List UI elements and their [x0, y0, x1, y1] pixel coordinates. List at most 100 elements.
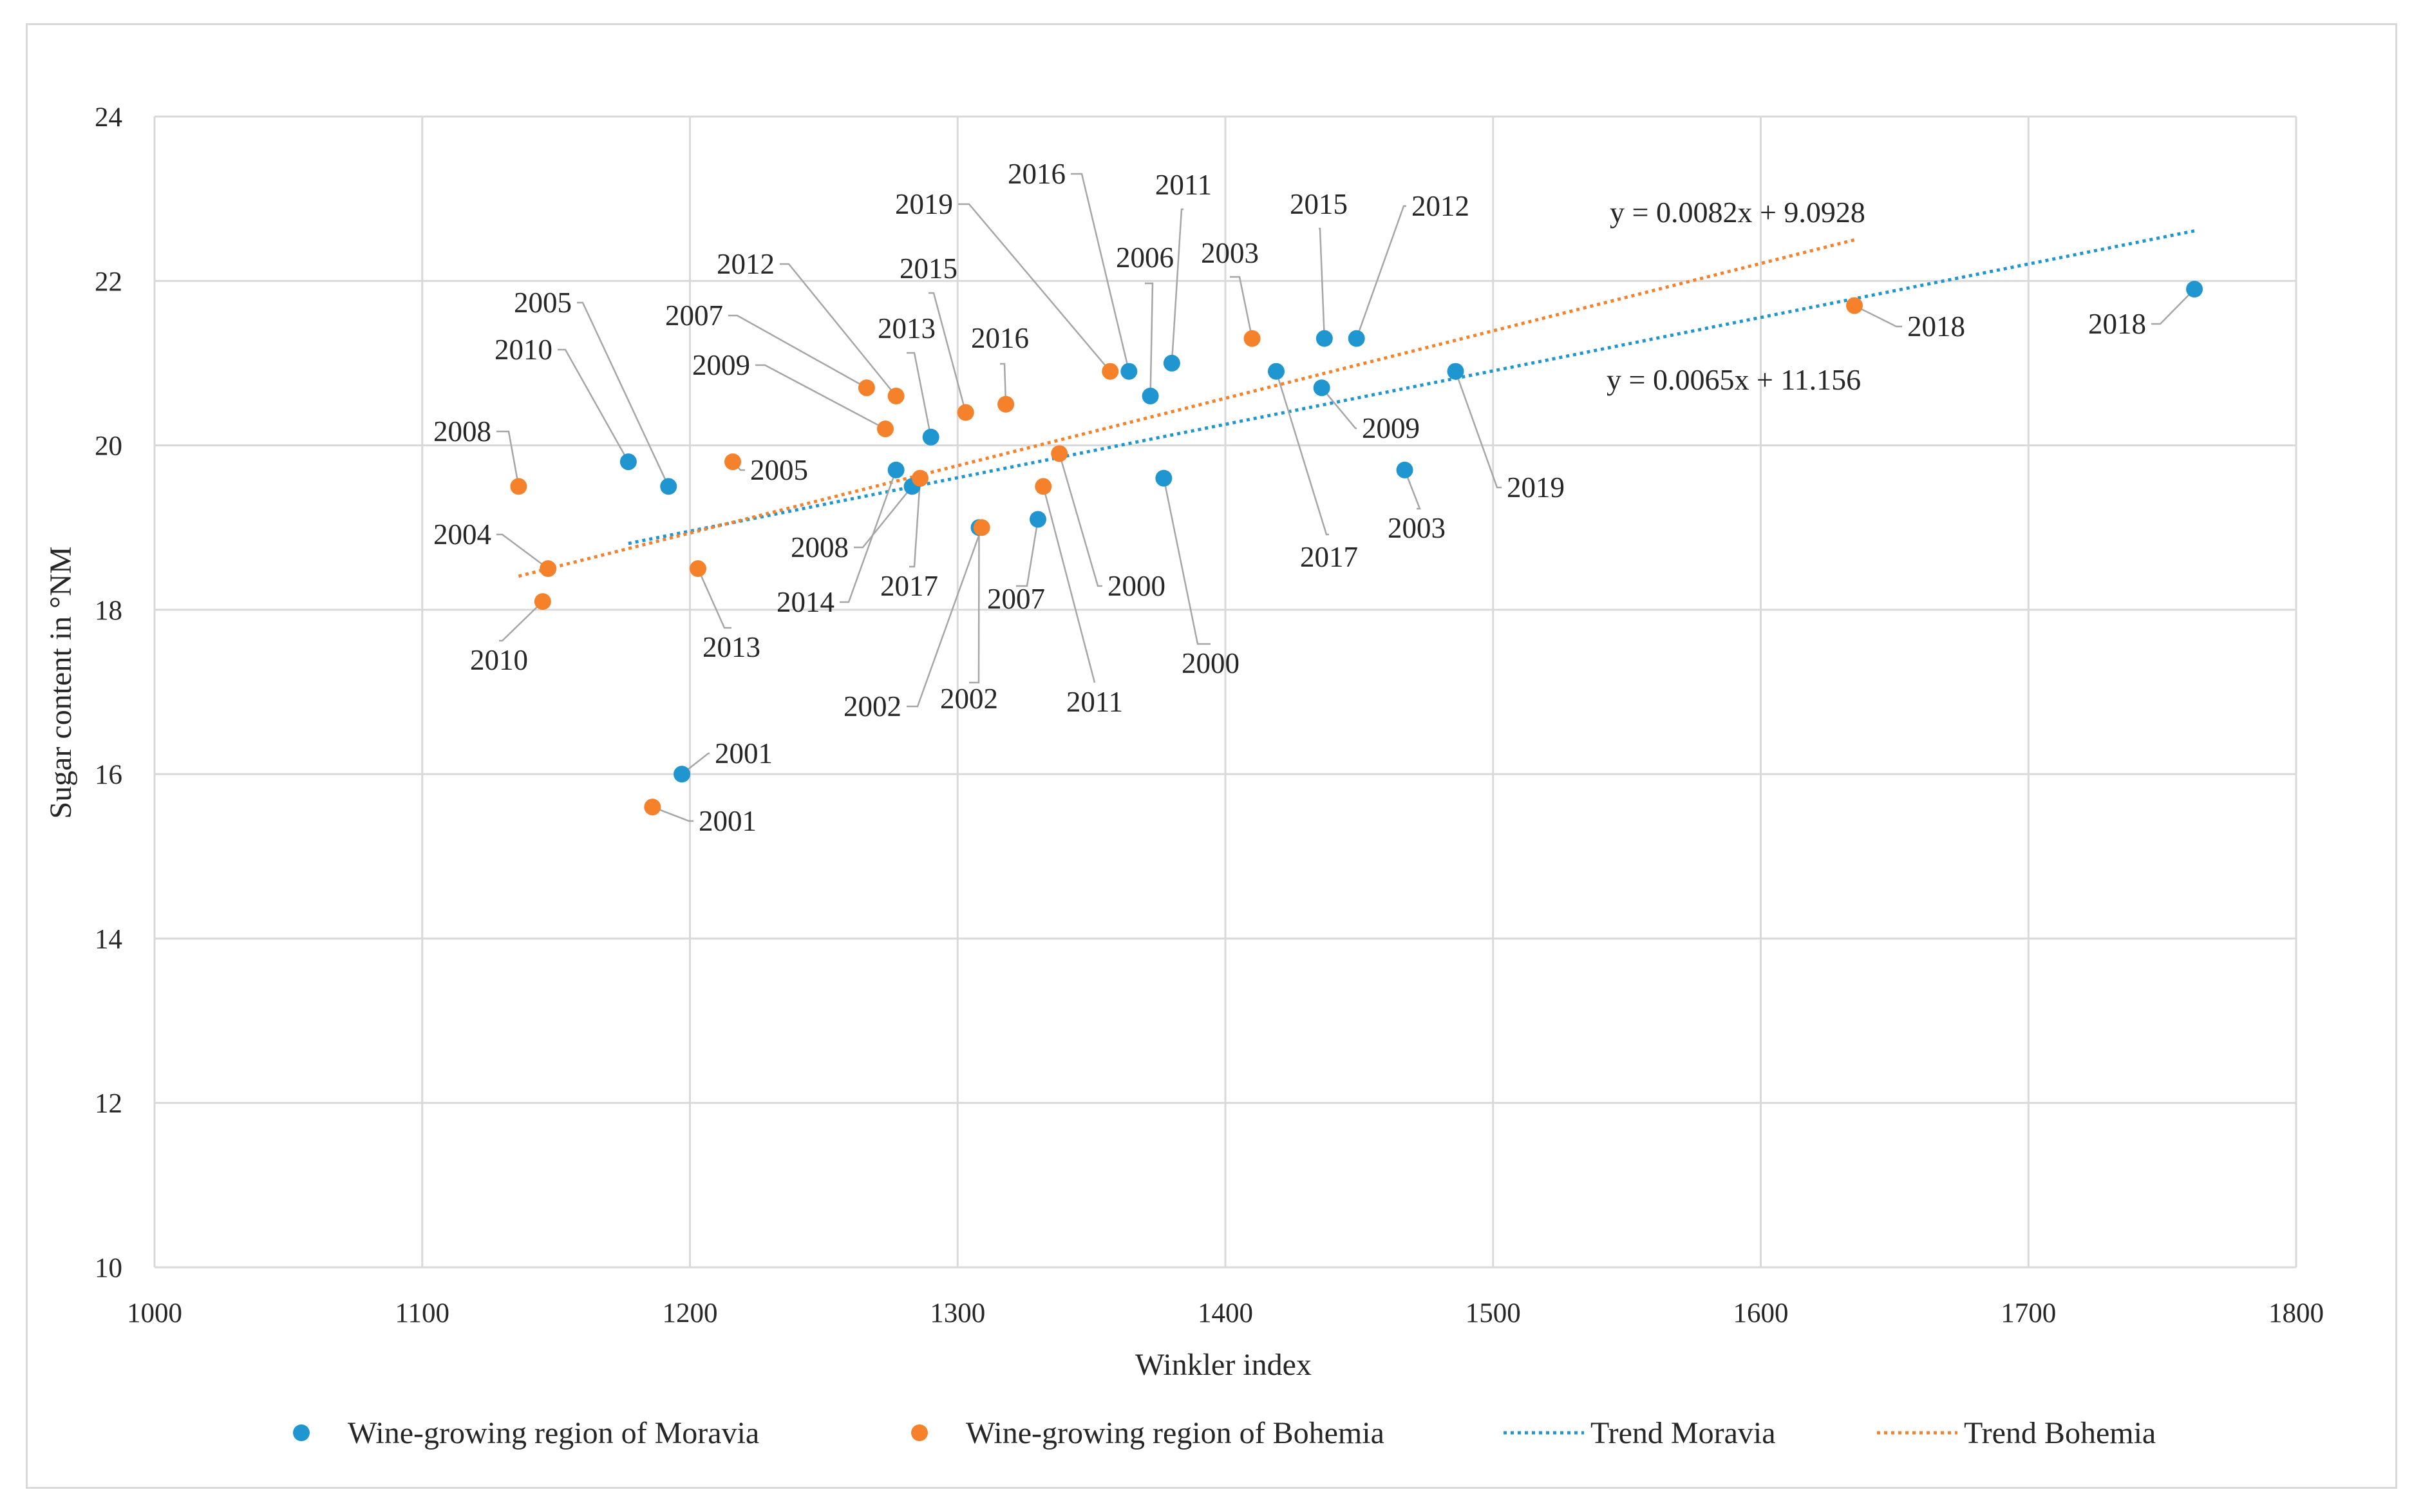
- trendline-bohemia: [518, 238, 1855, 578]
- y-tick-label: 22: [95, 267, 122, 297]
- x-tick-label: 1300: [930, 1298, 985, 1328]
- bohemia-label-leader: [1042, 486, 1096, 683]
- bohemia-data-point: [1035, 478, 1052, 495]
- x-tick-label: 1700: [2001, 1298, 2056, 1328]
- bohemia-label-leader: [1059, 453, 1102, 587]
- moravia-label-leader: [1016, 519, 1039, 587]
- bohemia-data-point: [534, 593, 551, 610]
- bohemia-label-leader: [496, 430, 520, 487]
- x-tick-label: 1000: [127, 1298, 182, 1328]
- y-tick-label: 20: [95, 431, 122, 462]
- moravia-point-label: 2011: [1155, 169, 1212, 201]
- trend-equations: y = 0.0065x + 11.156 y = 0.0082x + 9.0928: [1607, 196, 1865, 396]
- point-labels: 2000 2001 2002 2003 2005 2006 2007 2008 2009 2010…: [433, 158, 2146, 837]
- bohemia-label-leader: [697, 568, 731, 629]
- bohemia-data-point: [887, 387, 905, 404]
- x-tick-label: 1500: [1466, 1298, 1521, 1328]
- bohemia-data-point: [957, 404, 974, 421]
- moravia-label-leader: [1071, 173, 1130, 372]
- bohemia-label-leader: [780, 263, 897, 397]
- moravia-label-leader: [1319, 227, 1326, 339]
- legend-bohemia: Wine-growing region of Bohemia: [911, 1416, 1384, 1450]
- bohemia-data-point: [858, 379, 875, 397]
- moravia-data-point: [1029, 511, 1046, 528]
- moravia-point-label: 2002: [940, 683, 998, 715]
- bohemia-label-leader: [929, 292, 966, 413]
- moravia-label-leader: [1321, 387, 1357, 430]
- bohemia-point-label: 2001: [699, 805, 757, 837]
- bohemia-label-leader: [1854, 305, 1902, 328]
- moravia-data-point: [619, 453, 637, 471]
- bohemia-label-leader: [907, 527, 983, 708]
- moravia-label-leader: [1355, 205, 1406, 339]
- moravia-data-point: [1348, 330, 1365, 347]
- trendlines: [518, 229, 2195, 578]
- moravia-point-label: 2007: [987, 583, 1045, 615]
- moravia-label-leader: [969, 527, 980, 684]
- bohemia-point-label: 2018: [1907, 310, 1965, 343]
- moravia-label-leader: [1275, 371, 1329, 536]
- chart-frame: [26, 23, 2397, 1489]
- moravia-point-label: 2017: [1300, 541, 1358, 573]
- moravia-data-point: [2186, 281, 2203, 298]
- moravia-point-label: 2018: [2088, 308, 2146, 340]
- x-tick-label: 1400: [1198, 1298, 1253, 1328]
- moravia-point-label: 2019: [1507, 471, 1565, 504]
- legend-moravia: Wine-growing region of Moravia: [293, 1416, 759, 1450]
- bohemia-point-label: 2012: [717, 248, 775, 280]
- bohemia-data-point: [1243, 330, 1261, 347]
- x-tick-label: 1600: [1733, 1298, 1789, 1328]
- moravia-label-leader: [1404, 469, 1421, 510]
- moravia-data-point: [922, 428, 939, 446]
- y-tick-label: 10: [95, 1253, 122, 1283]
- bohemia-label-leader: [909, 478, 921, 568]
- y-tick-label: 16: [95, 760, 122, 790]
- bohemia-data-point: [912, 469, 929, 487]
- bohemia-point-label: 2013: [702, 631, 760, 663]
- moravia-label-leader: [1145, 282, 1154, 397]
- moravia-point-label: 2013: [878, 312, 936, 345]
- legend-trend-moravia: Trend Moravia: [1504, 1416, 1776, 1450]
- bohemia-label-leader: [755, 364, 886, 430]
- moravia-point-label: 2010: [495, 334, 552, 366]
- y-tick-label: 12: [95, 1089, 122, 1119]
- moravia-point-label: 2009: [1362, 412, 1420, 444]
- bohemia-data-point: [689, 560, 706, 578]
- moravia-label-leader: [2151, 288, 2195, 325]
- moravia-point-label: 2016: [1008, 158, 1066, 190]
- bohemia-point-label: 2019: [895, 188, 953, 220]
- moravia-point-label: 2008: [791, 531, 849, 563]
- x-tick-label: 1800: [2268, 1298, 2324, 1328]
- trend-equation-moravia: y = 0.0065x + 11.156: [1607, 363, 1861, 396]
- bohemia-data-point: [644, 799, 661, 816]
- bohemia-data-point: [997, 395, 1015, 413]
- moravia-data-point: [1142, 387, 1159, 404]
- bohemia-label-leader: [496, 533, 549, 570]
- moravia-label-leader: [854, 486, 913, 549]
- bohemia-point-label: 2011: [1066, 686, 1123, 718]
- bohemia-point-label: 2008: [433, 415, 491, 448]
- moravia-data-point: [660, 478, 677, 495]
- y-tick-label: 18: [95, 596, 122, 626]
- trend-equation-bohemia: y = 0.0082x + 9.0928: [1610, 196, 1865, 229]
- moravia-point-label: 2012: [1411, 190, 1469, 222]
- bohemia-point-label: 2015: [900, 252, 957, 285]
- moravia-point-label: 2001: [715, 737, 773, 770]
- bohemia-label-leader: [652, 806, 693, 822]
- bohemia-data-point: [1051, 445, 1068, 462]
- moravia-point-label: 2003: [1388, 512, 1446, 544]
- bohemia-label-leader: [1000, 363, 1007, 404]
- moravia-data-point: [1447, 363, 1464, 380]
- bohemia-label-leader: [499, 601, 543, 642]
- gridlines: [153, 115, 2297, 1269]
- bohemia-point-label: 2007: [665, 299, 723, 332]
- bohemia-data-point: [510, 478, 527, 495]
- moravia-data-point: [1120, 363, 1138, 380]
- moravia-data-point: [1163, 354, 1180, 372]
- legend-moravia-text: Wine-growing region of Moravia: [348, 1416, 759, 1450]
- moravia-label-leader: [1163, 478, 1211, 645]
- moravia-label-leader: [1455, 371, 1502, 489]
- bohemia-point-label: 2016: [971, 322, 1029, 354]
- bohemia-point-label: 2003: [1201, 237, 1259, 269]
